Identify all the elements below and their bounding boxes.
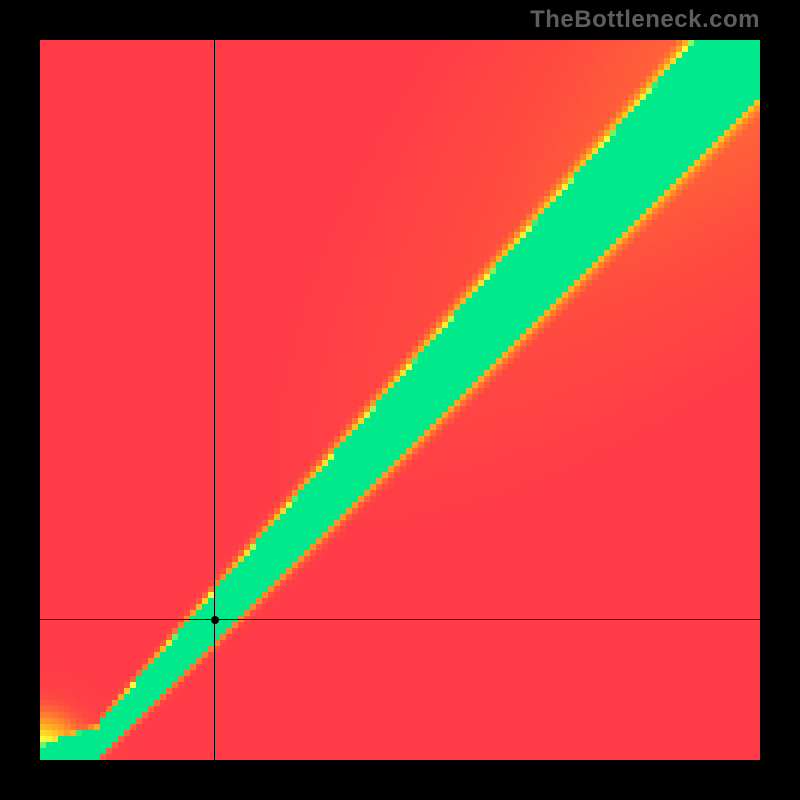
figure-frame: TheBottleneck.com — [0, 0, 800, 800]
bottleneck-heatmap — [40, 40, 760, 760]
crosshair-marker — [211, 616, 219, 624]
watermark-text: TheBottleneck.com — [530, 6, 760, 34]
crosshair-horizontal — [40, 619, 760, 620]
plot-area — [40, 40, 760, 760]
crosshair-vertical — [214, 40, 215, 760]
